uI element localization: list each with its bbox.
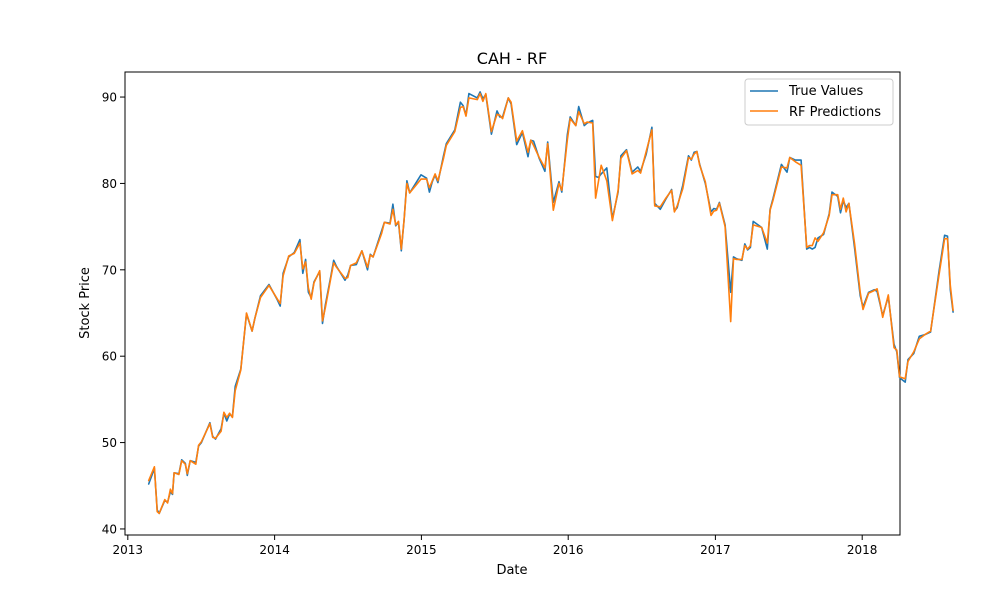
- x-tick-label: 2013: [113, 543, 144, 557]
- legend-box: [744, 78, 894, 126]
- legend: True Values RF Predictions: [744, 78, 894, 126]
- y-tick-label: 40: [102, 522, 117, 536]
- x-tick-label: 2018: [847, 543, 878, 557]
- plot-area: [124, 71, 901, 536]
- chart-title: CAH - RF: [477, 49, 547, 68]
- y-axis-label: Stock Price: [78, 267, 93, 339]
- legend-label-rf-predictions: RF Predictions: [789, 105, 881, 120]
- x-tick-label: 2017: [700, 543, 731, 557]
- x-tick-label: 2015: [406, 543, 437, 557]
- legend-label-true-values: True Values: [788, 84, 863, 99]
- y-axis: 40 50 60 70 80 90: [102, 91, 125, 536]
- x-axis-label: Date: [496, 563, 527, 578]
- series-line-rf-predictions: [147, 92, 954, 515]
- x-tick-label: 2014: [259, 543, 290, 557]
- y-tick-label: 70: [102, 263, 117, 277]
- y-tick-label: 90: [102, 91, 117, 105]
- y-tick-label: 80: [102, 177, 117, 191]
- x-axis: 2013 2014 2015 2016 2017 2018: [113, 535, 878, 557]
- y-tick-label: 50: [102, 436, 117, 450]
- x-tick-label: 2016: [553, 543, 584, 557]
- y-tick-label: 60: [102, 350, 117, 364]
- series-layer: [147, 91, 954, 515]
